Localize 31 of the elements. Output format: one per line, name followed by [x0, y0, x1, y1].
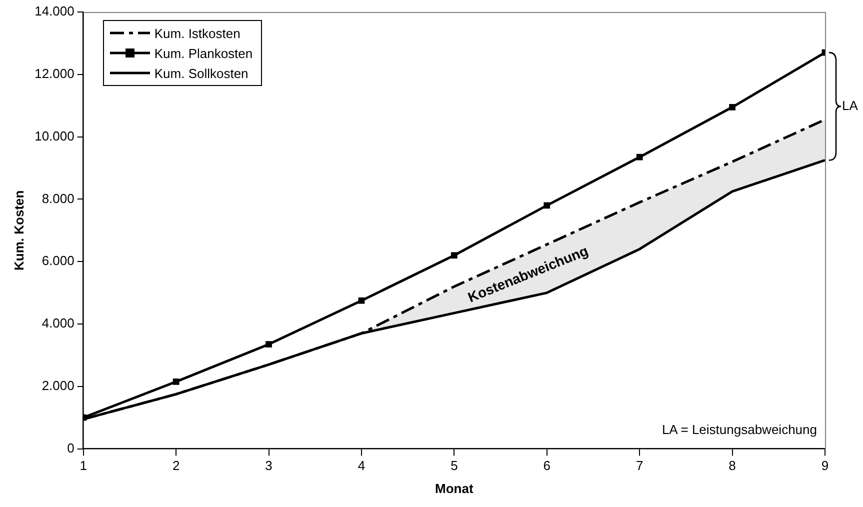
- x-tick-label: 5: [450, 458, 458, 474]
- point: [729, 104, 736, 110]
- x-tick-label: 8: [728, 458, 736, 474]
- y-tick-label: 2.000: [42, 378, 74, 393]
- point: [266, 341, 272, 348]
- legend-label: Kum. Istkosten: [154, 26, 240, 40]
- point: [172, 378, 180, 385]
- text: LA: [842, 98, 858, 113]
- x-tick-label: 9: [821, 458, 829, 474]
- y-tick-label: 10.000: [34, 128, 74, 144]
- y-tick-label: 4.000: [42, 316, 74, 331]
- y-tick-label: 6.000: [42, 253, 74, 268]
- x-tick-label: 4: [358, 458, 366, 474]
- point: [358, 297, 365, 304]
- x-tick-label: 7: [636, 458, 644, 474]
- x-tick-label: 1: [80, 458, 87, 474]
- y-tick-label: 12.000: [34, 66, 74, 81]
- x-axis-title: Monat: [435, 480, 474, 496]
- point: [451, 252, 458, 259]
- legend-label: Kum. Plankosten: [154, 46, 253, 60]
- y-tick-label: 0: [67, 440, 74, 456]
- annotation: LA = Leistungsabweichung: [662, 422, 817, 437]
- x-tick-label: 6: [543, 458, 551, 474]
- x-tick-label: 3: [265, 458, 272, 474]
- point: [636, 154, 643, 160]
- point: [544, 202, 550, 209]
- y-tick-label: 8.000: [42, 190, 74, 206]
- y-tick-label: 14.000: [34, 4, 74, 19]
- x-tick-label: 2: [172, 458, 180, 474]
- y-axis-title: Kum. Kosten: [11, 190, 26, 270]
- legend-label: Kum. Sollkosten: [154, 66, 248, 80]
